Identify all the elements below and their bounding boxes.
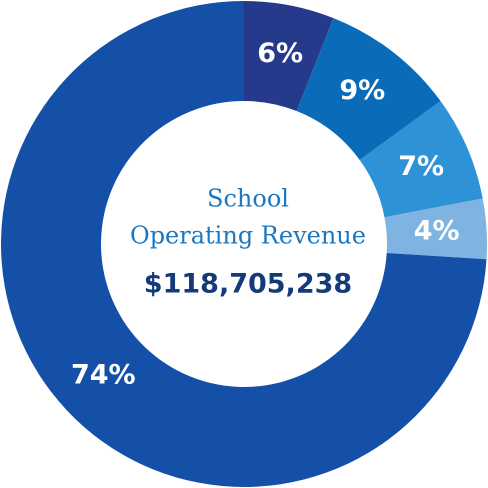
total: $118,705,238 — [144, 269, 352, 300]
segment-label: 7% — [398, 151, 444, 182]
donut-segment — [384, 198, 488, 260]
segment-label: 9% — [339, 75, 385, 106]
segment-label: 6% — [257, 38, 303, 69]
segment-label: 4% — [414, 215, 460, 246]
segment-label: 74% — [71, 360, 136, 391]
donut-segment — [296, 18, 441, 160]
donut-segment — [244, 1, 334, 112]
donut-segment — [359, 101, 483, 218]
center-text: School — [207, 185, 289, 213]
center-text: Operating Revenue — [130, 222, 366, 250]
